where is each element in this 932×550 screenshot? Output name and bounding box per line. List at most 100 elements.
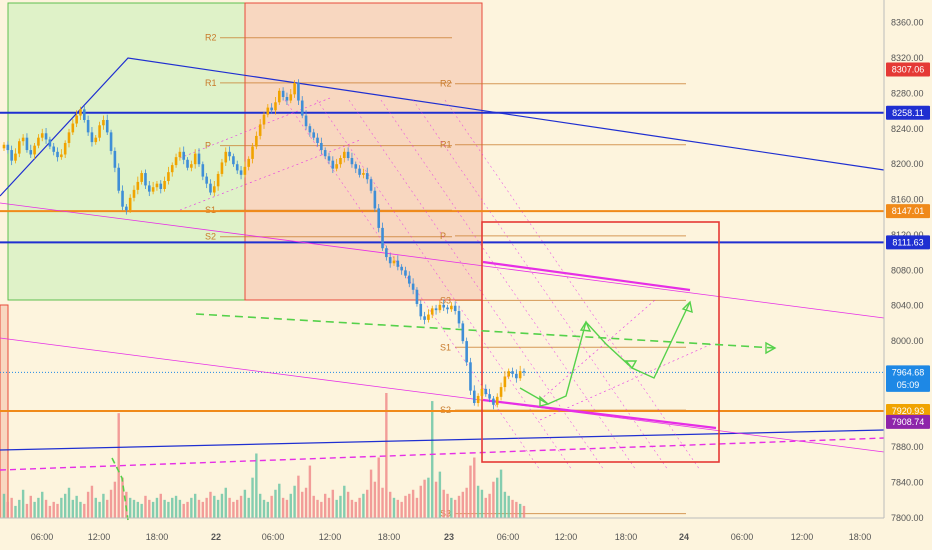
volume-bar	[358, 497, 361, 518]
pivot-label-r2: R2	[440, 79, 452, 89]
candle-body	[289, 94, 293, 101]
candle-body	[297, 82, 300, 101]
candle-body	[132, 189, 136, 198]
candle-body	[79, 109, 82, 116]
candle-body	[518, 371, 522, 379]
candle-body	[2, 144, 6, 149]
candle-body	[90, 132, 94, 143]
candle-body	[75, 115, 78, 124]
volume-bar	[128, 497, 132, 518]
volume-bar	[86, 491, 90, 518]
candle-body	[385, 248, 388, 258]
volume-bar	[52, 501, 55, 518]
candle-body	[155, 183, 159, 188]
green-session-zone	[7, 2, 246, 301]
candle-body	[102, 119, 105, 126]
trend-lines	[0, 57, 885, 471]
price-tag	[886, 204, 930, 219]
candle-body	[304, 115, 308, 127]
x-tick-label: 12:00	[555, 532, 578, 542]
volume-bar	[411, 489, 415, 518]
y-tick-label: 8040.00	[891, 301, 924, 311]
candle-body	[209, 183, 212, 193]
volume-bar	[469, 465, 472, 518]
price-tag-label: 7908.74	[892, 417, 925, 427]
volume-bar	[186, 501, 189, 518]
volume-bar	[10, 497, 13, 518]
volume-bar	[228, 497, 231, 518]
red-target-box	[481, 221, 720, 463]
volume-bar	[48, 505, 52, 518]
volume-bar	[457, 495, 461, 518]
candle-body	[251, 146, 254, 159]
candle-body	[159, 183, 163, 189]
volume-bar	[216, 499, 220, 518]
volume-bar	[236, 499, 239, 518]
candle-body	[362, 173, 365, 175]
candle-body	[350, 158, 354, 165]
candle-body	[354, 164, 358, 169]
volume-bar	[201, 501, 205, 518]
volume-bar	[385, 393, 388, 518]
volume-bar	[323, 493, 327, 518]
candle-body	[170, 165, 174, 173]
volume-bar	[518, 503, 522, 518]
candle-body	[121, 190, 124, 207]
price-tag	[886, 365, 930, 380]
candle-body	[423, 316, 426, 320]
volume-bar	[396, 499, 400, 518]
y-tick-label: 7880.00	[891, 442, 924, 452]
candle-body	[232, 156, 235, 165]
magenta-channel-upper-line	[0, 202, 885, 319]
y-tick-label: 8360.00	[891, 18, 924, 28]
volume-bar	[496, 477, 499, 518]
candle-body	[17, 141, 21, 154]
candle-body	[427, 314, 430, 320]
rising-dotted-channel	[179, 139, 361, 211]
volume-bar	[75, 495, 78, 518]
volume-bar	[301, 491, 304, 518]
volume-bar	[507, 495, 510, 518]
volume-bar	[285, 499, 289, 518]
volume-bar	[415, 497, 419, 518]
candle-body	[63, 142, 67, 155]
volume-bar	[6, 501, 10, 518]
candle-body	[266, 107, 270, 115]
candle-body	[499, 387, 503, 397]
candle-body	[381, 227, 384, 249]
y-axis-background	[884, 0, 932, 550]
volume-bars	[2, 393, 526, 518]
candle-body	[201, 164, 205, 177]
candle-body	[125, 206, 128, 211]
candle-body	[388, 257, 392, 264]
candle-body	[469, 362, 472, 391]
price-tag-label: 8258.11	[892, 108, 924, 118]
volume-bar	[178, 499, 182, 518]
candle-body	[515, 373, 518, 379]
x-tick-label: 18:00	[146, 532, 169, 542]
candle-body	[335, 164, 338, 169]
price-tag	[886, 377, 930, 392]
volume-bar	[71, 499, 75, 518]
price-tag	[886, 404, 930, 419]
x-tick-label: 12:00	[791, 532, 814, 542]
candle-body	[29, 150, 33, 155]
candle-body	[484, 388, 488, 395]
green-dashed-down-arrow	[111, 457, 129, 521]
candle-body	[82, 109, 86, 120]
volume-bar	[18, 499, 21, 518]
volume-bar	[400, 501, 403, 518]
volume-bar	[492, 481, 495, 518]
candle-body	[446, 307, 449, 310]
candle-body	[369, 179, 373, 191]
candle-body	[40, 133, 44, 138]
x-tick-label: 12:00	[319, 532, 342, 542]
candle-body	[182, 151, 186, 160]
candle-body	[235, 164, 239, 171]
volume-bar	[434, 481, 438, 518]
x-tick-label: 18:00	[615, 532, 638, 542]
candle-body	[140, 173, 143, 182]
pivot-label-s2: S2	[205, 232, 216, 242]
rising-dotted-channel	[539, 342, 715, 421]
